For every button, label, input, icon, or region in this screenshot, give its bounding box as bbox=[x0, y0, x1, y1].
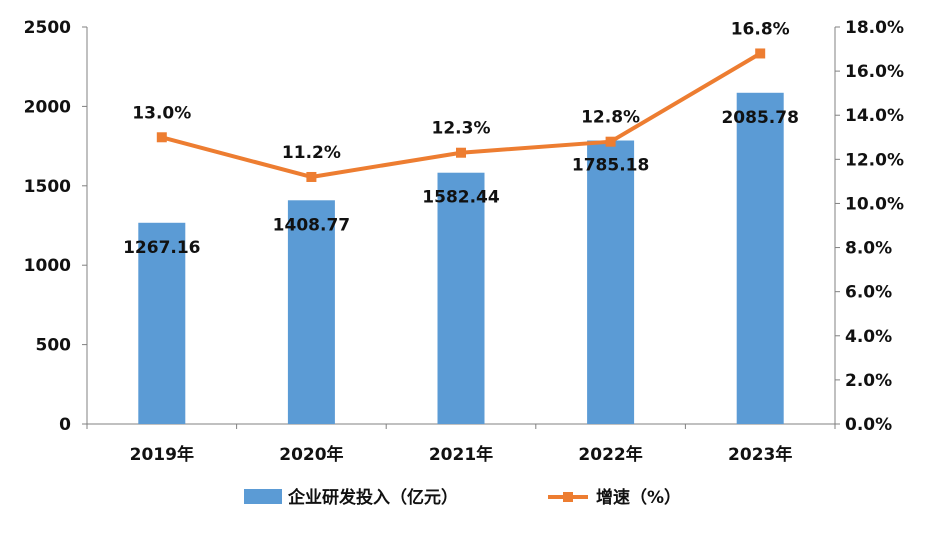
bar-value-label: 2085.78 bbox=[721, 108, 798, 128]
line-marker bbox=[306, 171, 317, 182]
line-marker bbox=[605, 136, 616, 147]
left-tick-label: 1000 bbox=[24, 256, 71, 276]
bar bbox=[437, 172, 485, 424]
bar-value-label: 1408.77 bbox=[273, 215, 350, 235]
data-labels: 1267.16 1408.77 1582.44 1785.18 2085.78 13.0%… bbox=[123, 19, 799, 257]
legend-bar-label: 企业研发投入（亿元） bbox=[287, 487, 458, 508]
legend: 企业研发投入（亿元） 增速（%） bbox=[244, 487, 681, 508]
legend-line-label: 增速（%） bbox=[596, 487, 681, 508]
line-value-label: 12.8% bbox=[581, 108, 640, 128]
bar-value-label: 1582.44 bbox=[422, 188, 500, 208]
x-tick-label: 2020年 bbox=[279, 444, 343, 465]
bar bbox=[736, 92, 784, 424]
left-tick-label: 1500 bbox=[24, 177, 71, 197]
line-series bbox=[156, 48, 766, 182]
right-tick-label: 4.0% bbox=[845, 327, 892, 347]
right-tick-label: 2.0% bbox=[845, 371, 892, 391]
axes-group: 0 500 1000 1500 2000 2500 0.0% 2.0% 4.0% 6.0% 8.0%… bbox=[24, 18, 904, 465]
line-marker bbox=[156, 132, 167, 143]
line-value-label: 16.8% bbox=[731, 19, 790, 39]
line-value-label: 11.2% bbox=[282, 143, 341, 163]
line-value-label: 13.0% bbox=[132, 103, 191, 123]
x-tick-label: 2019年 bbox=[130, 444, 194, 465]
x-tick-label: 2022年 bbox=[578, 444, 642, 465]
right-tick-label: 12.0% bbox=[845, 150, 904, 170]
line-marker bbox=[755, 48, 766, 59]
legend-line-marker bbox=[563, 492, 573, 502]
left-tick-label: 500 bbox=[36, 336, 72, 356]
left-tick-label: 2500 bbox=[24, 18, 71, 38]
growth-line bbox=[161, 51, 762, 179]
right-tick-label: 8.0% bbox=[845, 239, 892, 259]
bar-series bbox=[138, 92, 784, 424]
bar bbox=[138, 222, 186, 424]
legend-bar-swatch bbox=[244, 489, 282, 504]
right-tick-label: 14.0% bbox=[845, 106, 904, 126]
left-tick-label: 0 bbox=[59, 415, 71, 435]
bar bbox=[587, 140, 635, 424]
bar-value-label: 1267.16 bbox=[123, 238, 200, 258]
right-tick-label: 0.0% bbox=[845, 415, 892, 435]
right-tick-label: 18.0% bbox=[845, 18, 904, 38]
x-tick-label: 2023年 bbox=[728, 444, 792, 465]
right-tick-label: 10.0% bbox=[845, 194, 904, 214]
x-tick-label: 2021年 bbox=[429, 444, 493, 465]
right-tick-label: 6.0% bbox=[845, 283, 892, 303]
left-tick-label: 2000 bbox=[24, 97, 71, 117]
right-tick-label: 16.0% bbox=[845, 62, 904, 82]
bar-value-label: 1785.18 bbox=[572, 156, 649, 176]
bar bbox=[287, 200, 335, 424]
line-value-label: 12.3% bbox=[432, 119, 491, 139]
line-marker bbox=[456, 147, 466, 158]
